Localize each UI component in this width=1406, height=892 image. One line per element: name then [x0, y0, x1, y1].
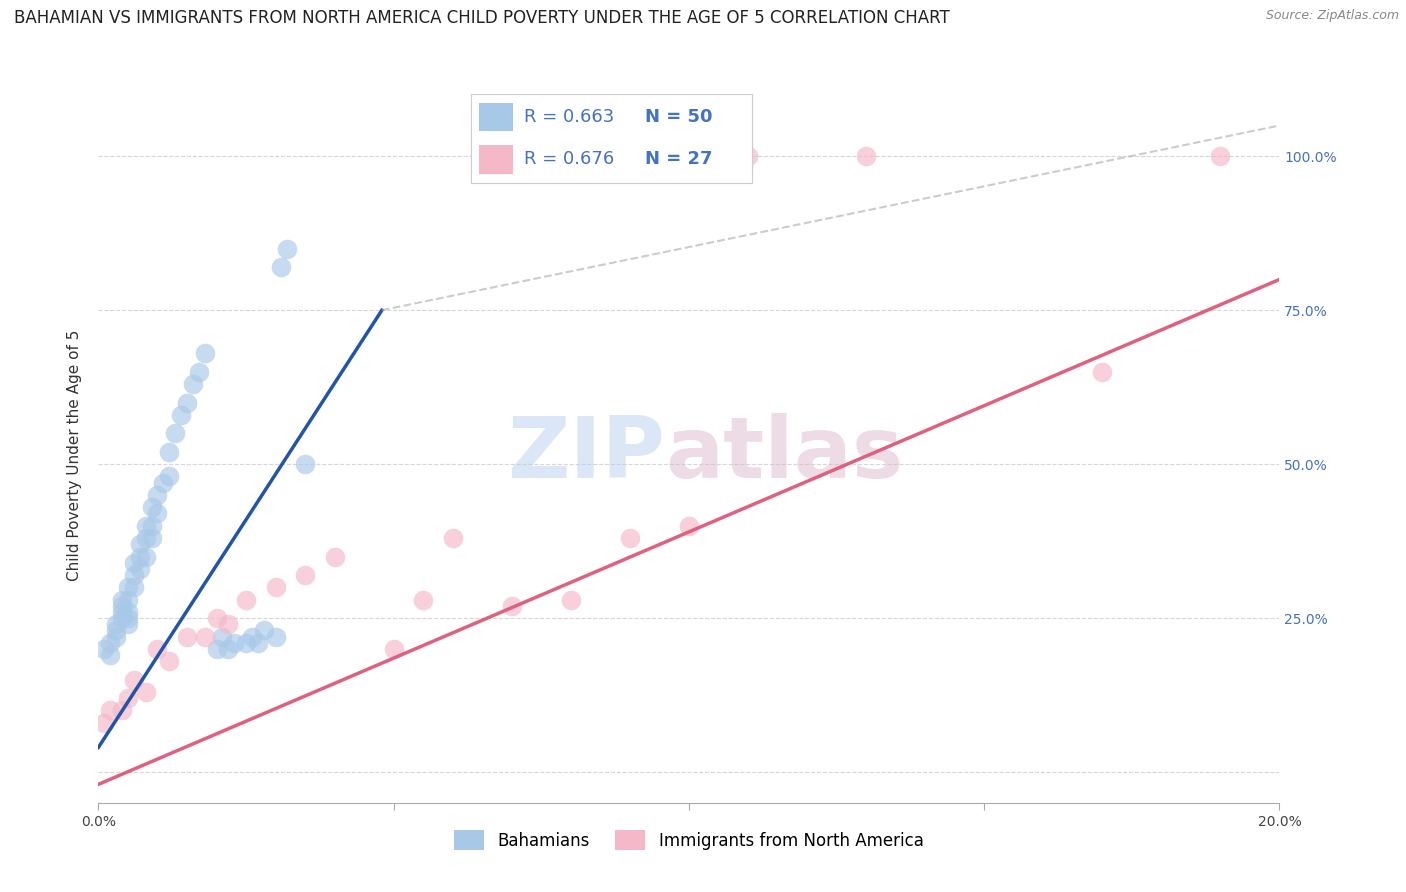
Bar [479, 103, 513, 131]
Point [117, 617, 139, 632]
Point [170, 408, 193, 422]
Point [1209, 149, 1232, 163]
Point [855, 149, 877, 163]
Point [560, 592, 582, 607]
Point [93, 715, 115, 730]
Point [122, 673, 145, 687]
Point [157, 469, 180, 483]
Point [111, 592, 134, 607]
Point [128, 537, 150, 551]
Point [111, 605, 134, 619]
Text: N = 27: N = 27 [645, 150, 713, 168]
Point [146, 641, 169, 656]
Point [294, 457, 316, 471]
Point [141, 518, 163, 533]
Point [501, 599, 523, 613]
Point [194, 630, 217, 644]
Point [235, 636, 257, 650]
Point [141, 531, 163, 545]
Point [737, 149, 759, 163]
Point [187, 365, 209, 379]
Point [105, 630, 128, 644]
Point [117, 605, 139, 619]
Point [294, 568, 316, 582]
Point [323, 549, 346, 564]
Point [157, 445, 180, 459]
Point [165, 426, 187, 441]
Point [98, 648, 121, 662]
Point [270, 260, 292, 274]
Point [224, 636, 246, 650]
Point [141, 500, 163, 515]
Point [135, 685, 157, 699]
Point [111, 611, 134, 625]
Bar [479, 145, 513, 174]
Point [122, 568, 145, 582]
Point [122, 580, 145, 594]
Point [211, 630, 233, 644]
Point [117, 580, 139, 594]
Point [264, 630, 287, 644]
Text: N = 50: N = 50 [645, 108, 713, 126]
Point [253, 624, 276, 638]
Point [146, 488, 169, 502]
Text: atlas: atlas [665, 413, 904, 497]
Point [678, 518, 700, 533]
Point [157, 654, 180, 668]
Point [98, 636, 121, 650]
Text: BAHAMIAN VS IMMIGRANTS FROM NORTH AMERICA CHILD POVERTY UNDER THE AGE OF 5 CORRE: BAHAMIAN VS IMMIGRANTS FROM NORTH AMERIC… [14, 9, 950, 27]
Point [105, 624, 128, 638]
Point [217, 617, 239, 632]
Point [264, 580, 287, 594]
Point [135, 518, 157, 533]
Point [135, 531, 157, 545]
Point [382, 641, 405, 656]
Point [1091, 365, 1114, 379]
Point [111, 703, 134, 717]
Text: ZIP: ZIP [508, 413, 665, 497]
Text: R = 0.676: R = 0.676 [524, 150, 614, 168]
Point [619, 531, 641, 545]
Point [412, 592, 434, 607]
Point [93, 641, 115, 656]
Point [111, 599, 134, 613]
Point [276, 242, 298, 256]
Point [194, 346, 217, 360]
Point [128, 562, 150, 576]
Point [205, 641, 228, 656]
Point [152, 475, 174, 490]
Y-axis label: Child Poverty Under the Age of 5: Child Poverty Under the Age of 5 [67, 329, 83, 581]
Point [117, 592, 139, 607]
Point [176, 630, 198, 644]
Point [117, 691, 139, 706]
Legend: Bahamians, Immigrants from North America: Bahamians, Immigrants from North America [449, 823, 929, 857]
Point [122, 556, 145, 570]
Text: R = 0.663: R = 0.663 [524, 108, 614, 126]
Point [235, 592, 257, 607]
Point [98, 703, 121, 717]
Point [128, 549, 150, 564]
Point [240, 630, 263, 644]
Point [135, 549, 157, 564]
Point [205, 611, 228, 625]
Point [217, 641, 239, 656]
Point [105, 617, 128, 632]
Point [181, 377, 204, 392]
Point [176, 395, 198, 409]
Text: Source: ZipAtlas.com: Source: ZipAtlas.com [1265, 9, 1399, 22]
Point [246, 636, 269, 650]
Point [117, 611, 139, 625]
Point [146, 507, 169, 521]
Point [441, 531, 464, 545]
